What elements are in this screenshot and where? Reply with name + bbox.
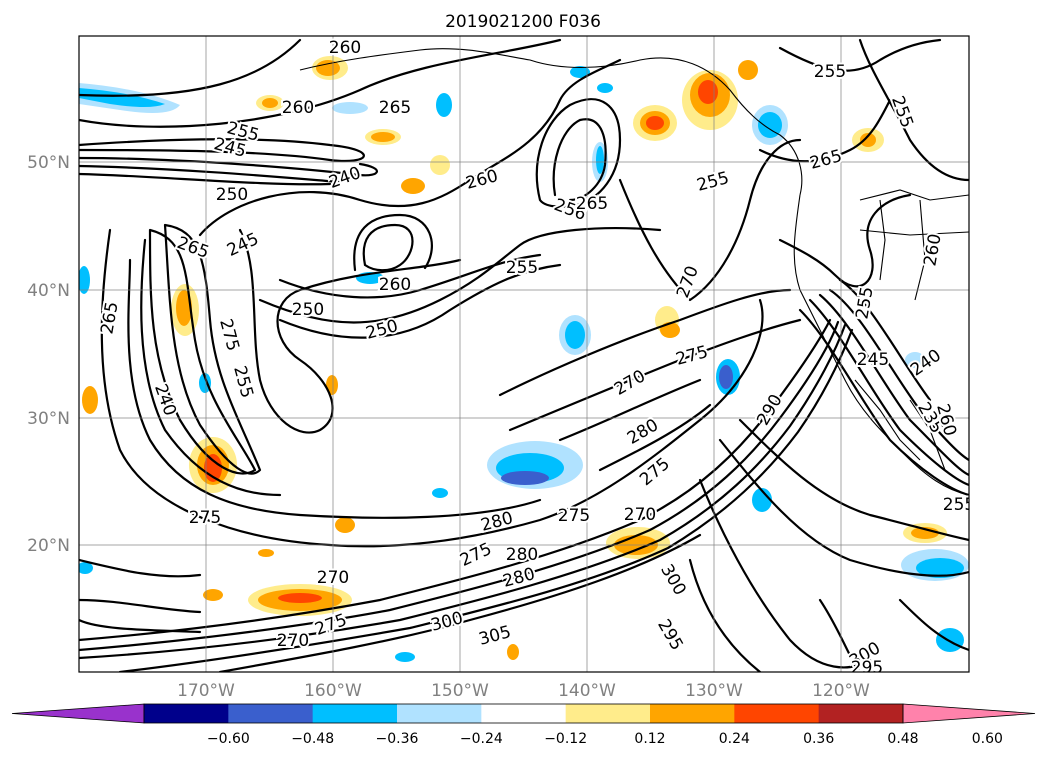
contour-label: 255 bbox=[506, 258, 538, 278]
contour-label: 265 bbox=[576, 194, 608, 214]
colorbar-segment bbox=[650, 704, 735, 723]
colorbar-labels: −0.60 −0.48 −0.36 −0.24 −0.12 0.12 0.24 0.36 0.4… bbox=[207, 731, 1003, 747]
graticule bbox=[79, 36, 969, 672]
colorbar-tick-label: 0.36 bbox=[803, 731, 834, 747]
colorbar-tick-label: −0.60 bbox=[207, 731, 250, 747]
longitude-labels: 170°W 160°W 150°W 140°W 130°W 120°W bbox=[177, 681, 870, 701]
shading-positive bbox=[82, 56, 947, 660]
colorbar bbox=[11, 703, 1036, 724]
contour-label: 270 bbox=[624, 505, 656, 525]
colorbar-segment bbox=[397, 704, 482, 723]
colorbar-segment bbox=[734, 704, 820, 723]
lon-label-170w: 170°W bbox=[177, 681, 235, 701]
colorbar-segment bbox=[565, 704, 651, 723]
colorbar-segment bbox=[481, 704, 567, 723]
contour-label: 275 bbox=[558, 506, 590, 526]
contour-label: 295 bbox=[851, 658, 883, 678]
contour-label: 270 bbox=[277, 631, 309, 651]
shading-negative bbox=[79, 66, 969, 662]
colorbar-segment bbox=[144, 704, 229, 723]
colorbar-extend-high bbox=[902, 703, 1036, 724]
contour-label: 250 bbox=[292, 300, 324, 320]
contour-label: 275 bbox=[189, 508, 221, 528]
map-title: 2019021200 F036 bbox=[445, 12, 601, 32]
latitude-labels: 50°N 40°N 30°N 20°N bbox=[27, 153, 70, 556]
contour-label: 260 bbox=[282, 98, 314, 118]
colorbar-tick-label: −0.36 bbox=[376, 731, 419, 747]
contour-lines bbox=[79, 38, 969, 672]
contour-label: 270 bbox=[317, 568, 349, 588]
colorbar-segment bbox=[312, 704, 398, 723]
lon-label-150w: 150°W bbox=[431, 681, 489, 701]
colorbar-tick-label: 0.12 bbox=[634, 731, 665, 747]
lon-label-140w: 140°W bbox=[558, 681, 616, 701]
lon-label-120w: 120°W bbox=[812, 681, 870, 701]
contour-label: 255 bbox=[814, 62, 846, 82]
contour-label: 265 bbox=[379, 98, 411, 118]
colorbar-outline bbox=[143, 703, 904, 724]
lat-label-30n: 30°N bbox=[27, 409, 70, 429]
colorbar-tick-label: 0.24 bbox=[719, 731, 750, 747]
map-frame bbox=[78, 35, 970, 673]
lon-label-130w: 130°W bbox=[685, 681, 743, 701]
contour-label: 260 bbox=[379, 275, 411, 295]
colorbar-tick-label: −0.24 bbox=[460, 731, 503, 747]
colorbar-extend-low bbox=[11, 703, 145, 724]
contour-label: 250 bbox=[216, 185, 248, 205]
lat-label-20n: 20°N bbox=[27, 536, 70, 556]
lat-label-50n: 50°N bbox=[27, 153, 70, 173]
contour-label: 255 bbox=[943, 495, 975, 515]
lon-label-160w: 160°W bbox=[304, 681, 362, 701]
colorbar-tick-label: 0.60 bbox=[972, 731, 1003, 747]
contour-label: 260 bbox=[329, 38, 361, 58]
lat-label-40n: 40°N bbox=[27, 281, 70, 301]
coastlines bbox=[299, 48, 969, 496]
colorbar-tick-label: 0.48 bbox=[887, 731, 918, 747]
contour-label: 245 bbox=[857, 350, 889, 370]
colorbar-segment bbox=[228, 704, 314, 723]
colorbar-tick-label: −0.48 bbox=[291, 731, 334, 747]
colorbar-segment bbox=[818, 704, 904, 723]
colorbar-tick-label: −0.12 bbox=[544, 731, 587, 747]
contour-label: 280 bbox=[506, 545, 538, 565]
